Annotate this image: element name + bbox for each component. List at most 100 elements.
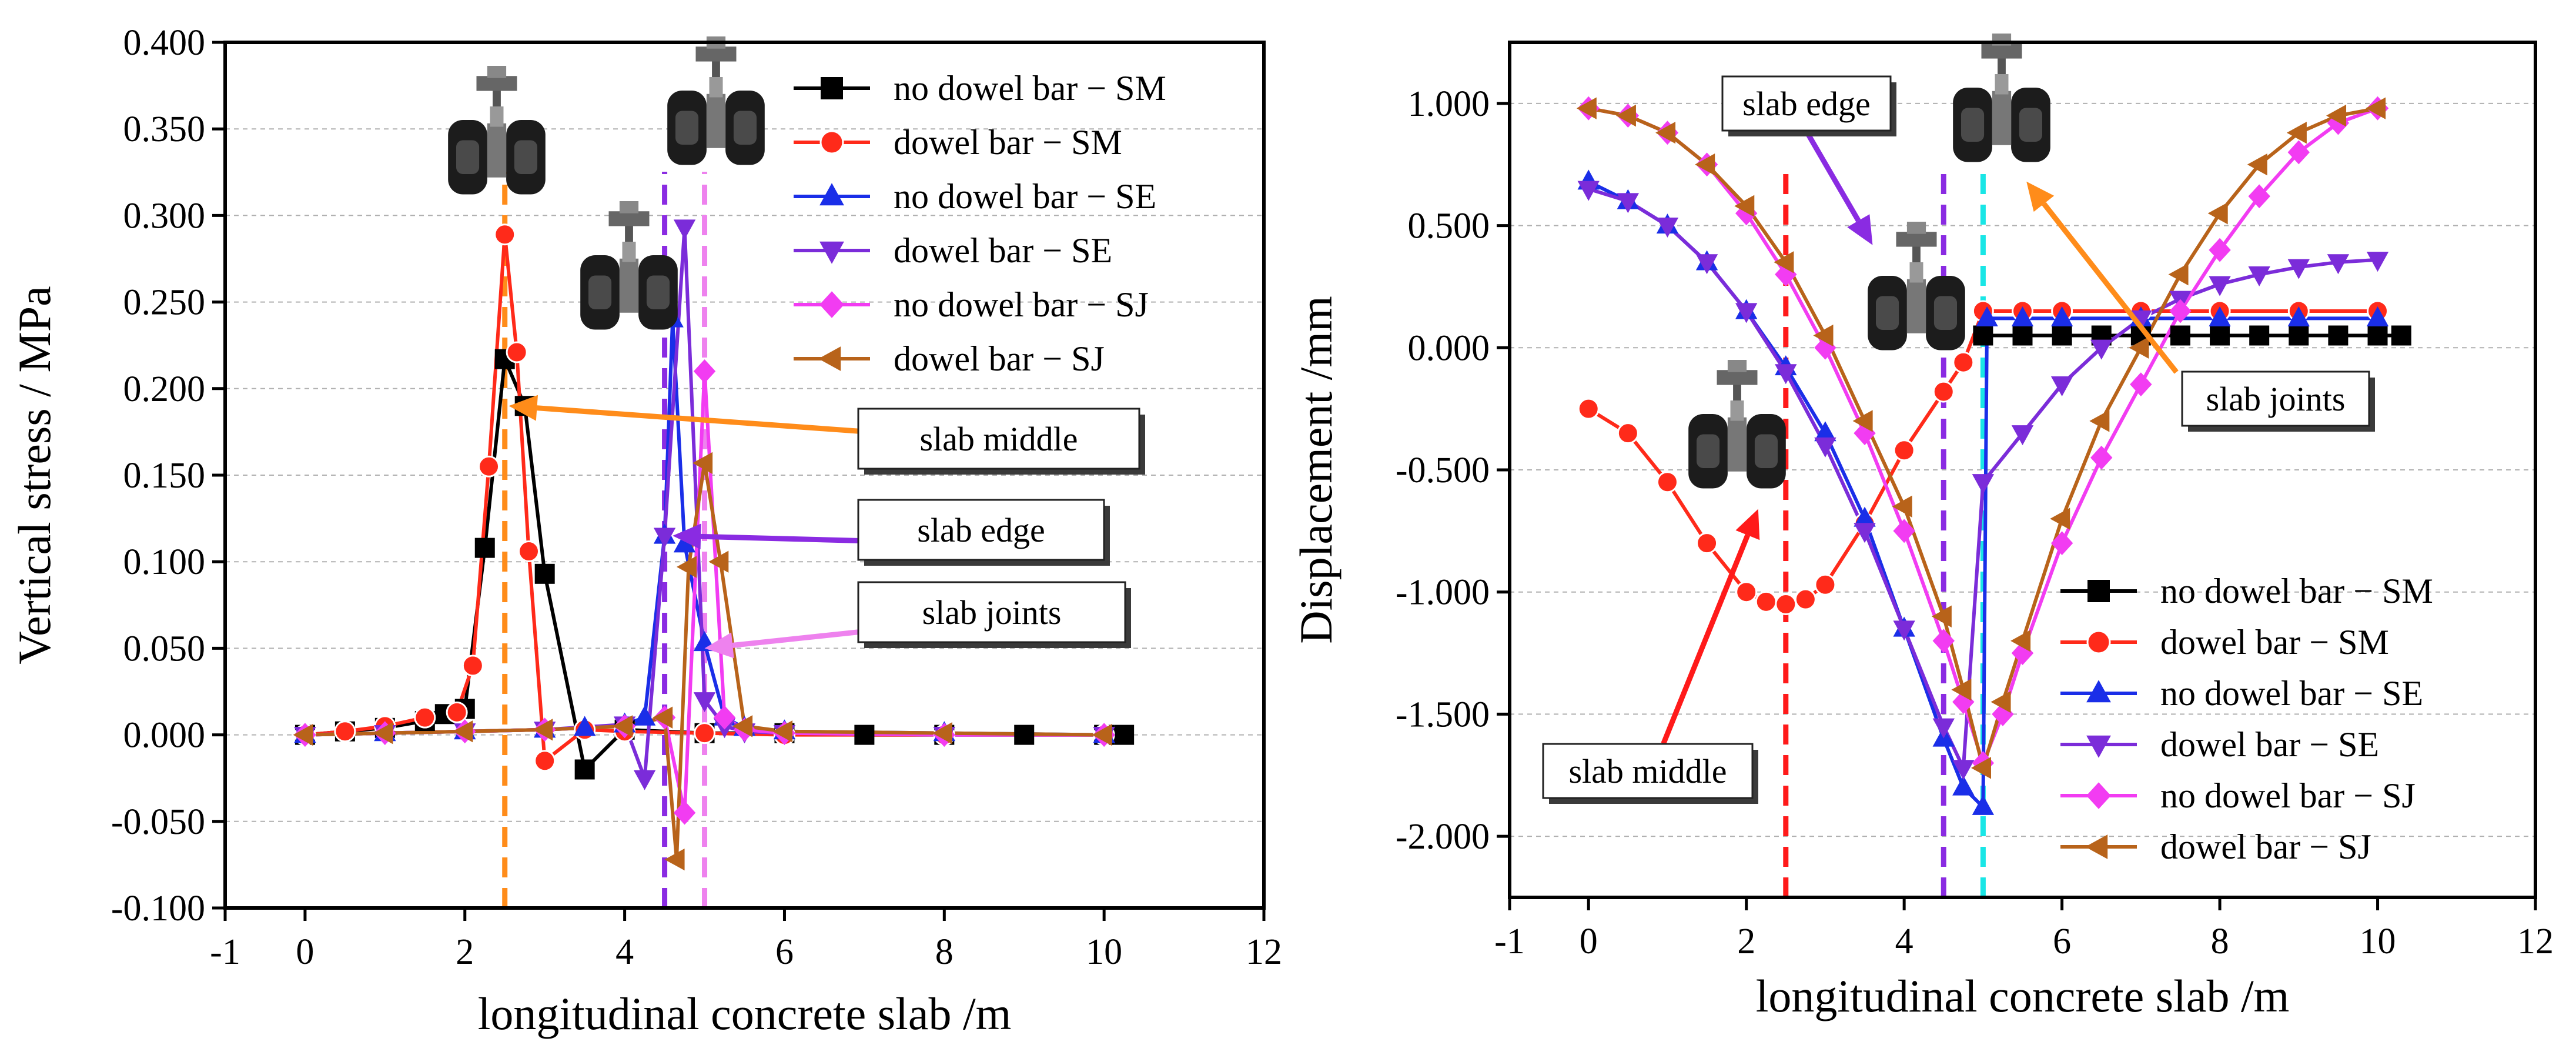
annotation-arrow [732,628,869,648]
y-tick-label: 0.300 [123,196,206,236]
data-point [1814,437,1836,458]
data-point [2366,306,2389,327]
data-point [573,716,596,736]
data-point [1990,690,2011,713]
data-point [673,800,696,825]
data-point [732,715,753,737]
data-point [2090,445,2113,470]
data-point [2209,238,2231,262]
x-tick-label: 0 [1580,922,1598,961]
data-point [1952,775,1975,796]
annotation-arrowhead [704,632,734,659]
data-point [1735,303,1758,323]
annotation-arrow [2042,202,2179,374]
data-point [1951,679,1972,701]
data-point [2011,425,2034,446]
data-point [533,719,553,741]
aircraft-landing-gear-image-5 [1868,222,1965,350]
annotation-arrowhead [508,395,538,421]
data-point [693,692,716,713]
data-point [2366,252,2389,272]
data-point [1735,581,1758,603]
data-point [664,848,685,871]
aircraft-landing-gear-image-2 [667,36,765,165]
data-point [461,655,484,677]
legend-marker [2085,834,2108,859]
data-point [1577,181,1600,201]
callout-box [1542,743,1754,799]
data-point [613,715,633,737]
data-point [1014,725,1035,745]
y-tick-label: 0.350 [123,109,206,149]
y-tick-label: 0.000 [1408,328,1490,368]
y-tick-label: 0.150 [123,456,206,496]
legend-marker [2086,680,2111,703]
legend-entry: no dowel bar − SE [2160,674,2423,713]
legend-entry: no dowel bar − SM [894,69,1166,108]
callout-label: slab joints [922,593,1062,632]
data-point [1893,439,1915,462]
data-point [1972,794,1995,815]
legend-entry: no dowel bar − SJ [894,285,1149,324]
data-point [2050,306,2073,327]
data-point [1775,593,1797,615]
aircraft-landing-gear-image-6 [1688,360,1786,489]
data-point [708,550,729,573]
annotation-arrow [537,405,869,435]
data-point [334,720,356,743]
callout-label: slab edge [917,511,1045,549]
annotation-arrowhead [2026,181,2055,212]
aircraft-landing-gear-image-4 [1953,34,2050,162]
data-point [1813,324,1834,347]
data-point [2168,263,2189,286]
data-point [2248,266,2270,287]
data-point [2090,339,2113,360]
data-point [2050,531,2073,556]
y-tick-label: 0.400 [123,23,206,63]
data-point [1932,718,1955,739]
data-point [2247,153,2267,176]
data-point [2129,336,2149,359]
data-point [2366,97,2386,119]
data-point [692,452,713,475]
data-point [694,722,716,744]
legend-entry: no dowel bar − SJ [2160,776,2416,815]
data-point [854,725,875,745]
data-point [1577,398,1600,420]
data-point [1973,325,1993,346]
data-point [653,706,673,729]
callout-label: slab middle [1568,752,1727,790]
data-point [1774,251,1794,273]
data-point [1932,380,1955,403]
x-tick-label: 4 [1895,922,1913,961]
data-point [633,770,656,790]
y-tick-label: 0.050 [123,629,206,669]
data-point [1656,217,1679,238]
x-tick-label: 8 [935,932,954,972]
data-point [2209,276,2231,296]
y-tick-label: -0.050 [111,802,205,842]
data-point [2286,122,2307,144]
y-tick-label: 1.000 [1408,84,1490,124]
data-point [2169,299,2192,323]
legend-entry: no dowel bar − SE [894,177,1156,216]
data-point [2249,325,2270,346]
data-point [1976,306,1998,327]
data-point [2052,325,2072,346]
data-point [1952,760,1975,780]
data-point [1854,523,1876,543]
x-tick-label: 10 [1086,932,1122,972]
data-point [1971,757,1991,779]
series-line-4 [1588,187,2378,775]
data-point [2050,376,2073,396]
legend-entry: dowel bar − SJ [2160,827,2371,866]
data-point [2248,184,2270,209]
y-tick-label: 0.500 [1408,206,1490,246]
callout-box [1721,75,1892,132]
data-point [2210,325,2230,346]
data-point [932,722,952,744]
data-point [693,359,716,383]
legend-marker [2086,735,2111,758]
x-axis-title: longitudinal concrete slab /m [1756,970,2290,1021]
data-point [1695,153,1715,176]
